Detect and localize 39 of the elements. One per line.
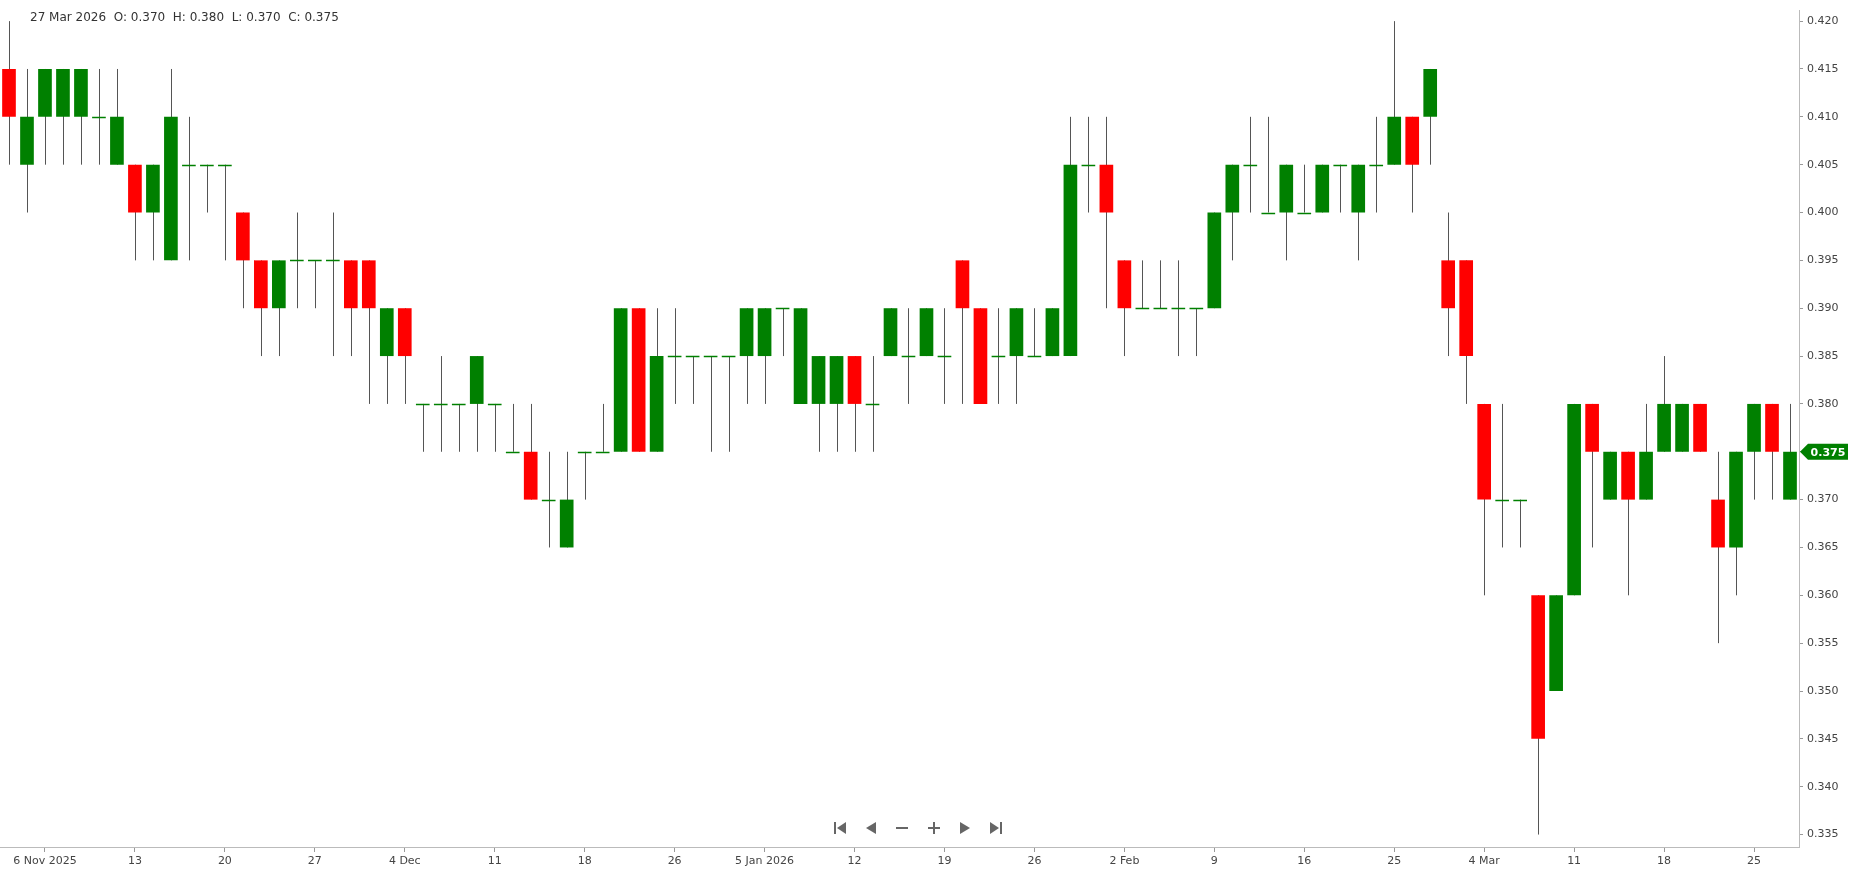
x-tick-label: 27 [307, 854, 322, 868]
x-tick-label: 6 Nov 2025 [13, 854, 77, 868]
x-tick-label: 16 [1297, 854, 1312, 868]
x-tick-label: 5 Jan 2026 [735, 854, 795, 868]
x-tick-label: 4 Mar [1468, 854, 1501, 868]
y-tick-label: 0.385 [1807, 348, 1839, 362]
x-tick-label: 11 [487, 854, 502, 868]
x-tick-label: 20 [217, 854, 232, 868]
y-tick-label: 0.335 [1807, 827, 1839, 841]
y-tick-label: 0.350 [1807, 683, 1839, 697]
x-tick-label: 9 [1210, 854, 1218, 868]
y-tick-label: 0.410 [1807, 109, 1839, 123]
y-tick-label: 0.420 [1807, 13, 1839, 27]
y-tick-label: 0.360 [1807, 588, 1839, 602]
x-tick-label: 18 [577, 854, 592, 868]
y-tick-label: 0.370 [1807, 492, 1839, 506]
y-tick-label: 0.415 [1807, 61, 1839, 75]
y-tick-label: 0.405 [1807, 157, 1839, 171]
y-tick-label: 0.340 [1807, 779, 1839, 793]
text: 0.375 [1810, 445, 1846, 459]
x-tick-label: 18 [1657, 854, 1672, 868]
x-tick-label: 19 [937, 854, 952, 868]
y-tick-label: 0.355 [1807, 636, 1839, 650]
y-tick-label: 0.395 [1807, 253, 1839, 267]
y-tick-label: 0.365 [1807, 540, 1839, 554]
y-tick-label: 0.380 [1807, 396, 1839, 410]
y-tick-label: 0.400 [1807, 205, 1839, 219]
x-tick-label: 25 [1387, 854, 1402, 868]
x-tick-label: 4 Dec [388, 854, 421, 868]
x-tick-label: 11 [1567, 854, 1582, 868]
x-tick-label: 13 [127, 854, 142, 868]
y-tick-label: 0.390 [1807, 301, 1839, 315]
x-tick-label: 26 [1027, 854, 1042, 868]
y-tick-label: 0.345 [1807, 731, 1839, 745]
x-tick-label: 12 [847, 854, 862, 868]
x-tick-label: 2 Feb [1109, 854, 1140, 868]
annotation: 27 Mar 2026 O: 0.370 H: 0.380 L: 0.370 C: 0.375 [30, 10, 339, 25]
x-tick-label: 25 [1747, 854, 1762, 868]
x-tick-label: 26 [667, 854, 682, 868]
